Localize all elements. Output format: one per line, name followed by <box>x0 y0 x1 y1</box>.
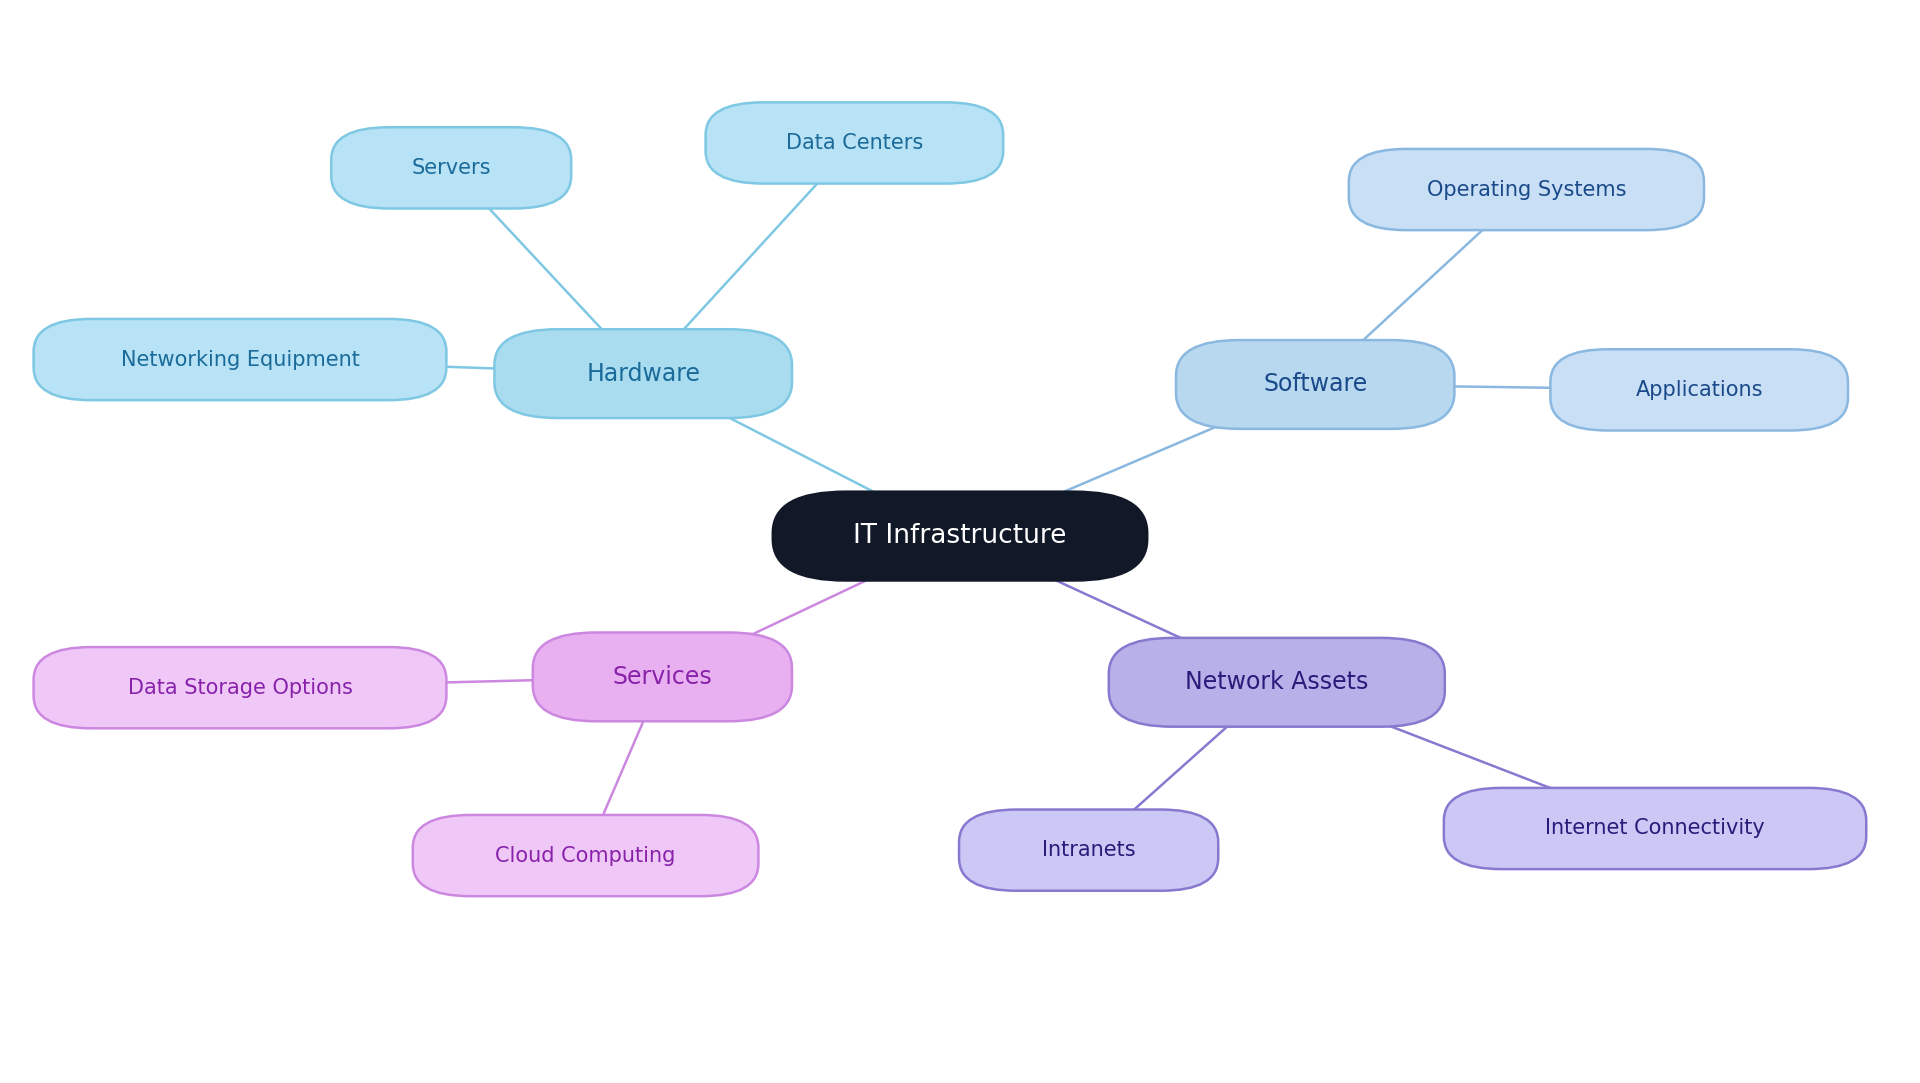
Text: Operating Systems: Operating Systems <box>1427 180 1626 199</box>
Text: Intranets: Intranets <box>1043 840 1135 860</box>
Text: Networking Equipment: Networking Equipment <box>121 350 359 369</box>
FancyBboxPatch shape <box>35 318 445 400</box>
Text: Cloud Computing: Cloud Computing <box>495 846 676 865</box>
Text: Data Centers: Data Centers <box>785 133 924 153</box>
Text: Network Assets: Network Assets <box>1185 670 1369 694</box>
FancyBboxPatch shape <box>958 810 1217 890</box>
FancyBboxPatch shape <box>532 632 791 721</box>
Text: Hardware: Hardware <box>586 362 701 386</box>
Text: Software: Software <box>1263 373 1367 396</box>
FancyBboxPatch shape <box>1110 638 1446 727</box>
FancyBboxPatch shape <box>413 814 758 897</box>
Text: Data Storage Options: Data Storage Options <box>127 678 353 697</box>
FancyBboxPatch shape <box>1175 340 1455 429</box>
Text: Servers: Servers <box>411 158 492 178</box>
FancyBboxPatch shape <box>330 128 572 208</box>
FancyBboxPatch shape <box>1348 149 1705 231</box>
FancyBboxPatch shape <box>495 329 791 418</box>
Text: Applications: Applications <box>1636 380 1763 400</box>
Text: Services: Services <box>612 665 712 689</box>
FancyBboxPatch shape <box>772 492 1146 580</box>
FancyBboxPatch shape <box>35 647 445 728</box>
Text: IT Infrastructure: IT Infrastructure <box>852 523 1068 549</box>
FancyBboxPatch shape <box>1444 788 1866 869</box>
FancyBboxPatch shape <box>1551 349 1847 430</box>
Text: Internet Connectivity: Internet Connectivity <box>1546 819 1764 838</box>
FancyBboxPatch shape <box>707 103 1002 183</box>
